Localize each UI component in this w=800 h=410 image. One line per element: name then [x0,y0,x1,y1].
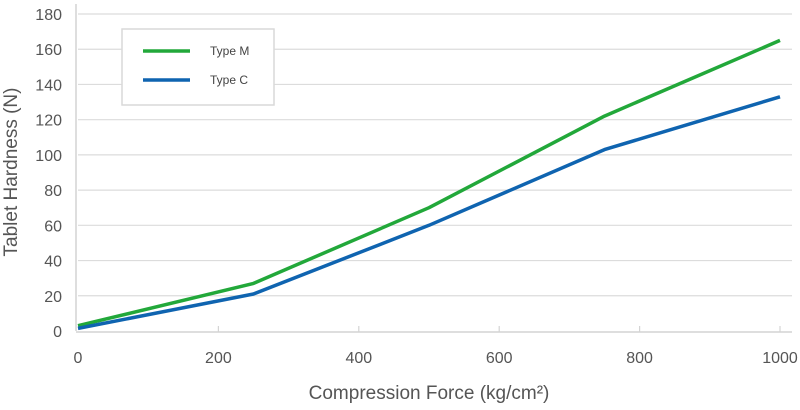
series-line-type-c [77,95,781,331]
series-line-type-m [77,38,781,328]
y-tick-label: 20 [44,289,62,306]
y-tick-label: 80 [44,183,62,200]
x-tick-label: 600 [486,350,513,367]
legend-box [121,28,275,106]
axes [75,4,792,333]
y-axis-ticks: 0 20 40 60 80 100 120 140 160 180 [35,7,62,341]
y-tick-label: 160 [35,42,62,59]
series-lines [77,38,781,331]
y-tick-label: 120 [35,113,62,130]
x-tick-label: 800 [626,350,653,367]
y-tick-label: 0 [53,324,62,341]
y-axis-title: Tablet Hardness (N) [1,88,22,257]
y-tick-label: 60 [44,218,62,235]
y-tick-label: 180 [35,7,62,24]
y-tick-label: 100 [35,148,62,165]
x-axis-ticks: 0 200 400 600 800 1000 [74,326,798,367]
legend-label-type-c: Type C [210,73,248,87]
y-tick-label: 140 [35,77,62,94]
legend: Type M Type C [121,28,275,106]
x-tick-label: 1000 [762,350,798,367]
legend-label-type-m: Type M [210,44,249,58]
x-tick-label: 400 [345,350,372,367]
y-tick-label: 40 [44,254,62,271]
x-tick-label: 0 [74,350,83,367]
x-tick-label: 200 [205,350,232,367]
x-axis-title: Compression Force (kg/cm²) [309,383,550,404]
